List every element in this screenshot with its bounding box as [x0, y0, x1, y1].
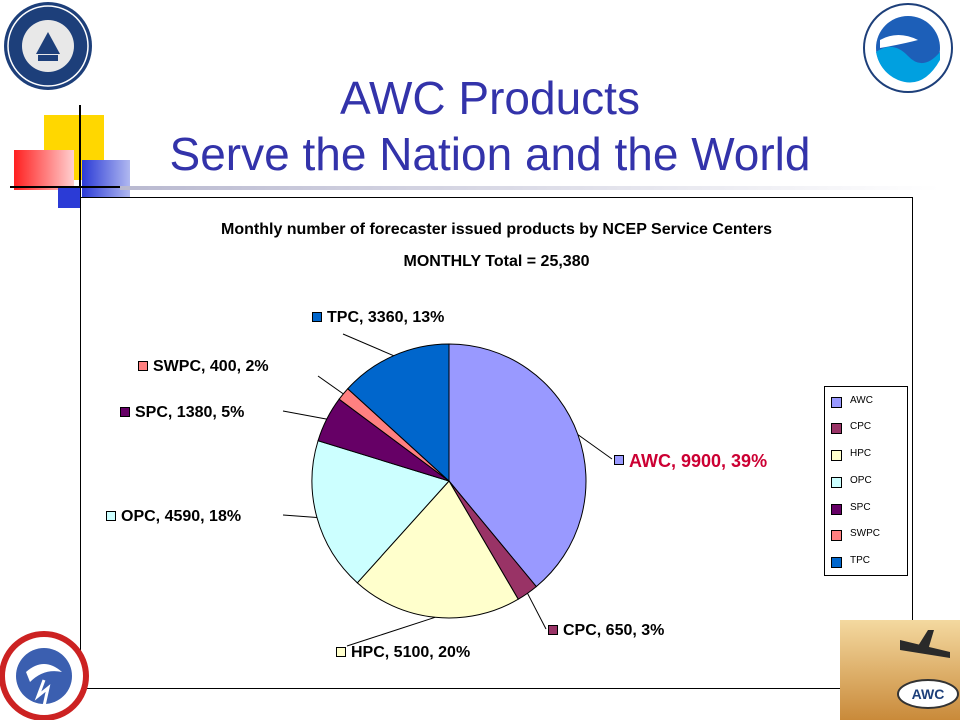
data-label-text-spc: SPC, 1380, 5% [135, 404, 245, 421]
deco-corner-shapes [0, 0, 140, 210]
data-label-text-cpc: CPC, 650, 3% [563, 622, 665, 639]
leader-line-swpc [317, 375, 344, 395]
pie-leader-lines [282, 333, 613, 647]
legend-swatch-spc [831, 504, 842, 515]
legend-swatch-tpc [831, 557, 842, 568]
pie-slice-hpc [356, 480, 519, 619]
data-label-swatch-opc [106, 511, 116, 521]
leader-line-hpc [346, 616, 436, 647]
legend-label-cpc: CPC [850, 421, 872, 432]
legend-label-tpc: TPC [850, 555, 870, 566]
legend-label-awc: AWC [850, 395, 873, 406]
data-label-text-hpc: HPC, 5100, 20% [351, 644, 471, 661]
pie-slices [311, 343, 587, 619]
leader-line-awc [577, 434, 613, 460]
noaa-logo [863, 3, 953, 93]
leader-line-cpc [527, 593, 547, 630]
legend-label-swpc: SWPC [850, 528, 880, 539]
chart-legend: AWC CPC HPC OPC SPC SWPC TPC [824, 386, 908, 576]
slide-title-line1: AWC Products [340, 72, 640, 124]
data-label-text-awc: AWC, 9900, 39% [629, 451, 768, 471]
legend-swatch-awc [831, 397, 842, 408]
data-label-swatch-cpc [548, 625, 558, 635]
legend-label-opc: OPC [850, 475, 872, 486]
nws-logo [0, 631, 89, 720]
legend-swatch-swpc [831, 530, 842, 541]
chart-subtitle: MONTHLY Total = 25,380 [403, 253, 590, 270]
data-label-swatch-awc [614, 455, 624, 465]
awc-logo: AWC [840, 620, 960, 720]
data-label-text-opc: OPC, 4590, 18% [121, 508, 242, 525]
title-underline [120, 186, 940, 190]
deco-vertical-line [79, 105, 81, 205]
leader-line-spc [282, 410, 327, 420]
data-label-swatch-swpc [138, 361, 148, 371]
deco-small-blue [58, 188, 80, 208]
leader-line-opc [282, 514, 318, 518]
legend-swatch-cpc [831, 423, 842, 434]
data-label-swatch-spc [120, 407, 130, 417]
chart-title: Monthly number of forecaster issued prod… [221, 221, 772, 238]
legend-swatch-hpc [831, 450, 842, 461]
slide-title: AWC Products Serve the Nation and the Wo… [120, 70, 860, 182]
legend-swatch-opc [831, 477, 842, 488]
legend-label-spc: SPC [850, 502, 871, 513]
awc-logo-text: AWC [912, 686, 945, 702]
pie-slice-tpc [347, 343, 450, 483]
data-label-swatch-hpc [336, 647, 346, 657]
pie-slice-awc [448, 343, 587, 588]
deco-horizontal-line [10, 186, 130, 188]
data-label-text-swpc: SWPC, 400, 2% [153, 358, 269, 375]
slide-title-line2: Serve the Nation and the World [169, 128, 811, 180]
legend-label-hpc: HPC [850, 448, 872, 459]
deco-red-square [14, 150, 74, 190]
commerce-seal-logo [4, 2, 92, 90]
leader-line-tpc [342, 333, 394, 357]
data-label-swatch-tpc [312, 312, 322, 322]
data-label-text-tpc: TPC, 3360, 13% [327, 309, 445, 326]
